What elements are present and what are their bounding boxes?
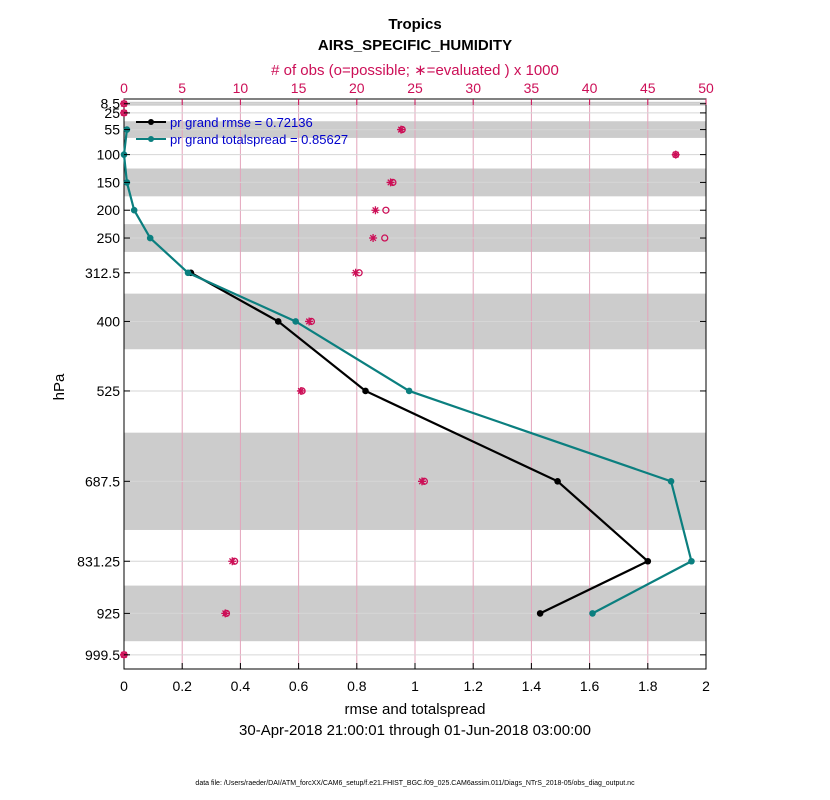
chart-title: Tropics <box>388 16 441 33</box>
legend-totalspread: pr grand totalspread = 0.85627 <box>170 132 348 147</box>
top-axis-label: # of obs (o=possible; ∗=evaluated ) x 10… <box>271 62 559 79</box>
chart-subtitle: AIRS_SPECIFIC_HUMIDITY <box>318 37 512 54</box>
axis-ticks: 0 0.2 0.4 0.6 0.8 1 1.2 1.4 1.6 1.8 20 5 10 15 20 25 30 3… <box>77 80 714 694</box>
y-tick-label: 312.5 <box>85 265 120 281</box>
y-tick-label: 150 <box>97 174 121 190</box>
rmse-point <box>554 478 561 485</box>
obs-evaluated-marker <box>671 150 680 159</box>
date-range-label: 30-Apr-2018 21:00:01 through 01-Jun-2018… <box>239 722 591 739</box>
obs-evaluated-marker <box>369 234 378 243</box>
totalspread-point <box>130 206 138 214</box>
obs-evaluated-marker <box>386 178 395 187</box>
totalspread-point <box>146 234 154 242</box>
totalspread-point <box>667 478 675 485</box>
totalspread-point <box>688 557 695 565</box>
x-tick-label: 0 <box>120 678 128 694</box>
top-tick-label: 5 <box>178 80 186 96</box>
y-tick-label: 25 <box>104 105 120 121</box>
totalspread-point <box>184 269 192 277</box>
rmse-point <box>536 610 544 617</box>
top-tick-label: 25 <box>407 80 423 96</box>
y-tick-label: 250 <box>97 230 121 246</box>
top-tick-label: 30 <box>465 80 481 96</box>
x-tick-label: 0.6 <box>289 678 309 694</box>
x-tick-label: 1.6 <box>580 678 600 694</box>
footnote: data file: /Users/raeder/DAI/ATM_forcXX/… <box>195 780 635 787</box>
top-tick-label: 35 <box>524 80 540 96</box>
totalspread-point <box>405 387 413 395</box>
y-tick-label: 925 <box>97 605 121 621</box>
top-tick-label: 50 <box>698 80 714 96</box>
top-tick-label: 20 <box>349 80 365 96</box>
totalspread-point <box>292 318 299 325</box>
y-tick-label: 831.25 <box>77 553 120 569</box>
y-tick-label: 999.5 <box>85 647 120 663</box>
obs-evaluated-marker <box>417 477 426 486</box>
x-axis-label: rmse and totalspread <box>345 701 486 718</box>
x-tick-label: 2 <box>702 678 710 694</box>
obs-evaluated-marker <box>397 125 406 134</box>
y-tick-label: 525 <box>97 383 121 399</box>
rmse-point <box>362 387 369 395</box>
y-tick-label: 8.5 <box>101 96 121 112</box>
y-tick-label: 200 <box>97 202 121 218</box>
rmse-point <box>644 557 652 565</box>
y-tick-label: 55 <box>104 122 120 138</box>
legend-rmse: pr grand rmse = 0.72136 <box>170 115 313 130</box>
obs-possible-marker <box>381 234 389 242</box>
obs-evaluated-marker <box>228 557 237 566</box>
top-tick-label: 10 <box>233 80 249 96</box>
obs-evaluated-marker <box>296 386 305 395</box>
series-lines <box>120 126 695 617</box>
top-tick-label: 45 <box>640 80 656 96</box>
y-tick-label: 687.5 <box>85 473 120 489</box>
obs-evaluated-marker <box>305 317 314 326</box>
x-tick-label: 1.2 <box>463 678 483 694</box>
x-tick-label: 0.4 <box>231 678 251 694</box>
x-tick-label: 1.4 <box>522 678 542 694</box>
top-tick-label: 0 <box>120 80 128 96</box>
grid <box>124 99 706 669</box>
top-tick-label: 15 <box>291 80 307 96</box>
x-tick-label: 1.8 <box>638 678 658 694</box>
rmse-line <box>190 271 650 615</box>
legend: pr grand rmse = 0.72136 pr grand totalsp… <box>136 115 348 147</box>
y-tick-label: 400 <box>97 313 121 329</box>
top-tick-label: 40 <box>582 80 598 96</box>
x-tick-label: 0.2 <box>172 678 192 694</box>
y-axis-label: hPa <box>51 373 68 400</box>
x-tick-label: 0.8 <box>347 678 367 694</box>
obs-evaluated-marker <box>351 268 360 277</box>
totalspread-point <box>589 610 596 617</box>
obs-possible-marker <box>382 206 390 214</box>
obs-evaluated-marker <box>371 206 380 215</box>
obs-evaluated-marker <box>221 609 230 618</box>
y-tick-label: 100 <box>97 147 121 163</box>
totalspread-line <box>122 129 693 615</box>
rmse-point <box>274 318 282 325</box>
x-tick-label: 1 <box>411 678 419 694</box>
